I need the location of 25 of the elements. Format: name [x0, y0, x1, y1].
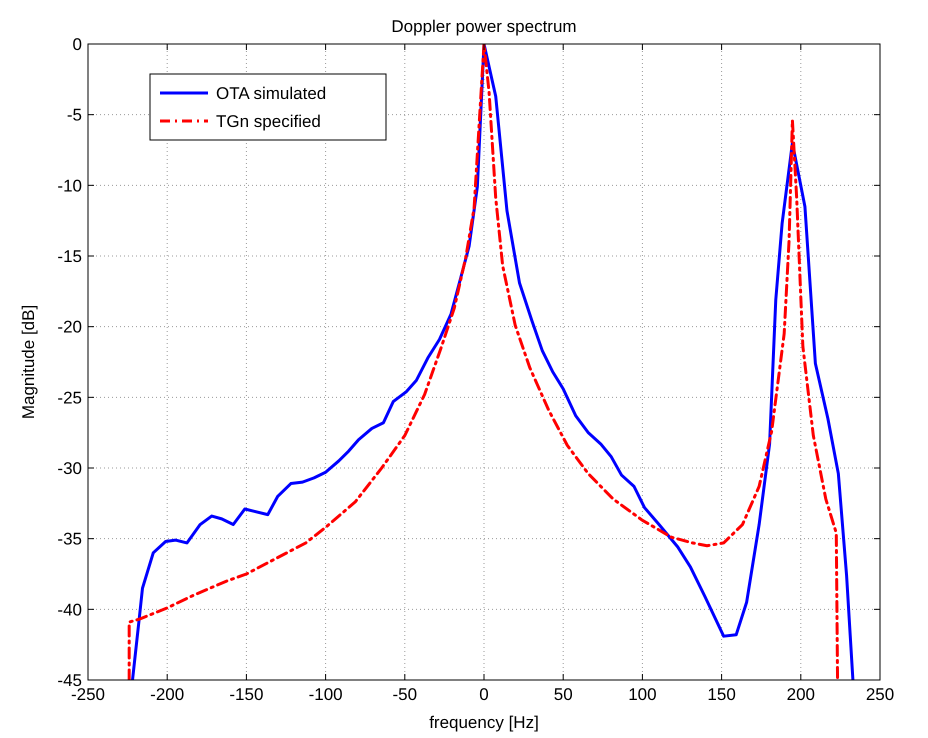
y-tick-label: -40: [57, 600, 82, 620]
x-tick-label: -250: [70, 685, 106, 704]
x-tick-label: -150: [229, 685, 264, 704]
y-tick-label: -30: [57, 458, 82, 478]
y-tick-label: -5: [66, 106, 82, 125]
y-tick-label: -15: [57, 246, 82, 266]
y-tick-label: 0: [72, 34, 82, 54]
x-tick-label: -50: [392, 685, 418, 704]
x-tick-label: -200: [150, 685, 184, 704]
x-tick-label: -100: [308, 685, 343, 704]
y-tick-label: -35: [57, 530, 82, 549]
y-tick-label: -10: [57, 176, 82, 196]
x-axis-title: frequency [Hz]: [429, 713, 539, 732]
chart-title: Doppler power spectrum: [391, 17, 577, 36]
legend-label: OTA simulated: [216, 84, 326, 103]
x-tick-label: 150: [707, 685, 736, 704]
y-axis-title: Magnitude [dB]: [19, 304, 38, 420]
x-tick-label: 50: [554, 685, 573, 704]
x-tick-label: 0: [479, 685, 489, 704]
x-tick-label: 100: [628, 685, 657, 704]
y-tick-label: -25: [57, 388, 82, 408]
legend-label: TGn specified: [216, 112, 321, 131]
x-tick-label: 200: [786, 685, 815, 704]
x-tick-label: 250: [866, 685, 894, 704]
y-tick-label: -20: [57, 318, 82, 337]
